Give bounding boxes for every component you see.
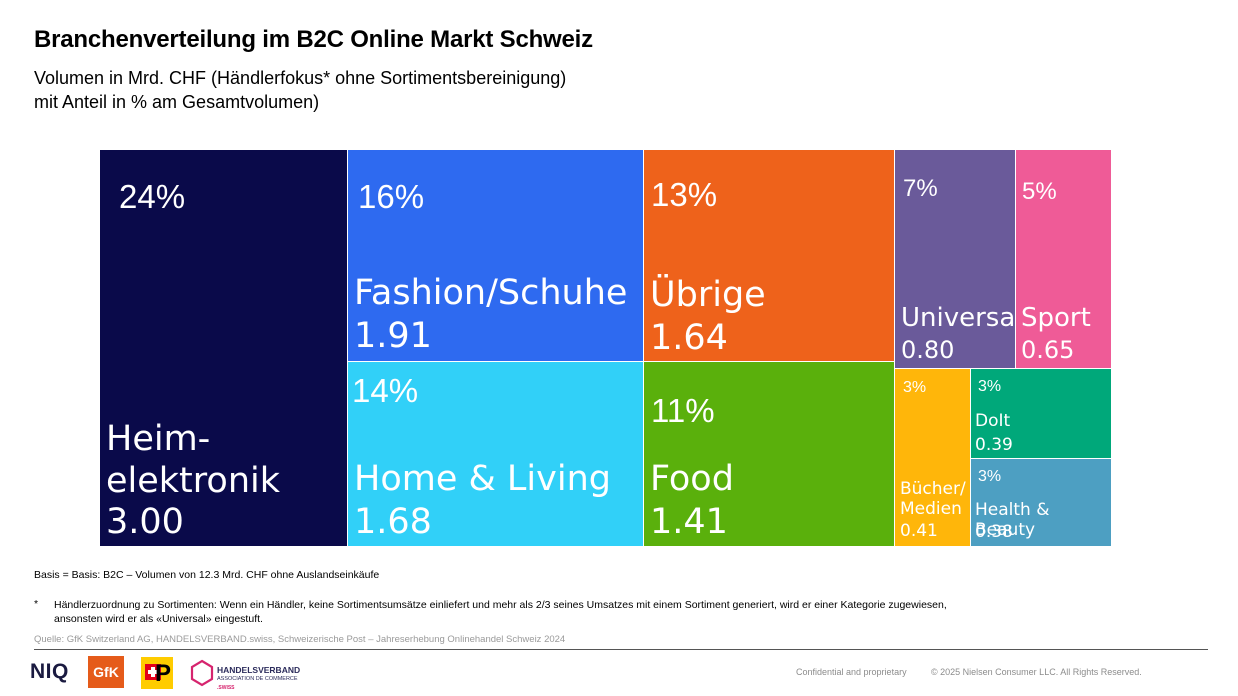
basis-note: Basis = Basis: B2C – Volumen von 12.3 Mr… — [34, 569, 380, 581]
tile-value-label: 1.91 — [354, 316, 432, 356]
treemap-tile-fashion-schuhe: 16% Fashion/Schuhe 1.91 — [348, 150, 644, 362]
treemap-tile-food: 11% Food 1.41 — [644, 362, 895, 547]
chart-subtitle: Volumen in Mrd. CHF (Händlerfokus* ohne … — [34, 66, 566, 114]
gfk-logo: GfK — [88, 656, 124, 688]
tile-percent-label: 5% — [1022, 178, 1057, 205]
treemap-tile-health-beauty: 3% Health & Beauty 0.38 — [971, 459, 1112, 547]
treemap-tile-bücher-medien: 3% Bücher/ Medien 0.41 — [895, 369, 971, 547]
chart-title: Branchenverteilung im B2C Online Markt S… — [34, 26, 593, 53]
tile-percent-label: 24% — [119, 178, 186, 215]
treemap-tile-übrige: 13% Übrige 1.64 — [644, 150, 895, 362]
source-note: Quelle: GfK Switzerland AG, HANDELSVERBA… — [34, 634, 566, 645]
tile-category-label: Übrige — [650, 275, 766, 315]
tile-value-label: 0.39 — [975, 435, 1013, 455]
handelsverband-sub: ASSOCIATION DE COMMERCE — [217, 676, 298, 682]
tile-category-label: Heim- elektronik — [106, 419, 280, 501]
tile-value-label: 1.41 — [650, 502, 728, 542]
tile-percent-label: 7% — [903, 175, 938, 202]
footer-confidential: Confidential and proprietary — [796, 667, 907, 677]
tile-category-label: Fashion/Schuhe — [354, 273, 628, 313]
tile-percent-label: 3% — [978, 468, 1002, 485]
treemap-tile-heim-elektronik: 24% Heim- elektronik 3.00 — [100, 150, 348, 547]
treemap-tile-sport: 5% Sport 0.65 — [1016, 150, 1112, 369]
tile-category-label: Health & Beauty — [975, 500, 1050, 541]
swiss-cross-icon — [145, 664, 161, 680]
tile-category-label: Bücher/ Medien — [900, 479, 966, 520]
tile-percent-label: 14% — [352, 372, 419, 409]
tile-value-label: 0.41 — [900, 521, 938, 541]
tile-value-label: 0.38 — [975, 522, 1013, 542]
subtitle-line-1: Volumen in Mrd. CHF (Händlerfokus* ohne … — [34, 68, 567, 88]
handelsverband-swiss: .SWISS — [217, 685, 235, 691]
treemap-tile-doit: 3% DoIt 0.39 — [971, 369, 1112, 459]
tile-category-label: Food — [650, 459, 734, 499]
tile-percent-label: 3% — [978, 378, 1002, 395]
footer-divider — [34, 649, 1208, 650]
tile-category-label: Universal — [901, 303, 1016, 333]
handelsverband-logo: HANDELSVERBAND ASSOCIATION DE COMMERCE .… — [217, 666, 300, 693]
tile-percent-label: 13% — [651, 176, 718, 213]
footnote-marker: * — [34, 598, 39, 610]
tile-value-label: 0.65 — [1021, 336, 1075, 364]
tile-category-label: Home & Living — [354, 459, 611, 499]
niq-logo: NIQ — [30, 660, 69, 683]
handelsverband-name: HANDELSVERBAND — [217, 665, 301, 675]
subtitle-line-2: mit Anteil in % am Gesamtvolumen) — [34, 92, 320, 112]
tile-value-label: 0.80 — [901, 336, 955, 364]
tile-percent-label: 3% — [903, 379, 927, 396]
tile-percent-label: 11% — [651, 392, 715, 429]
post-logo: P — [141, 657, 173, 689]
tile-value-label: 1.64 — [650, 318, 728, 358]
footer-copyright: © 2025 Nielsen Consumer LLC. All Rights … — [931, 667, 1142, 677]
post-logo-letter: P — [155, 660, 172, 687]
treemap-tile-universal: 7% Universal 0.80 — [895, 150, 1016, 369]
tile-category-label: DoIt — [975, 411, 1011, 431]
tile-value-label: 3.00 — [106, 502, 184, 542]
treemap-tile-home-living: 14% Home & Living 1.68 — [348, 362, 644, 547]
tile-category-label: Sport — [1021, 303, 1091, 333]
tile-value-label: 1.68 — [354, 502, 432, 542]
treemap-chart: 24% Heim- elektronik 3.00 16% Fashion/Schuhe… — [100, 150, 1112, 547]
handelsverband-hexagon-icon — [190, 659, 214, 687]
footnote-text: Händlerzuordnung zu Sortimenten: Wenn ei… — [54, 599, 947, 625]
tile-percent-label: 16% — [358, 178, 425, 215]
